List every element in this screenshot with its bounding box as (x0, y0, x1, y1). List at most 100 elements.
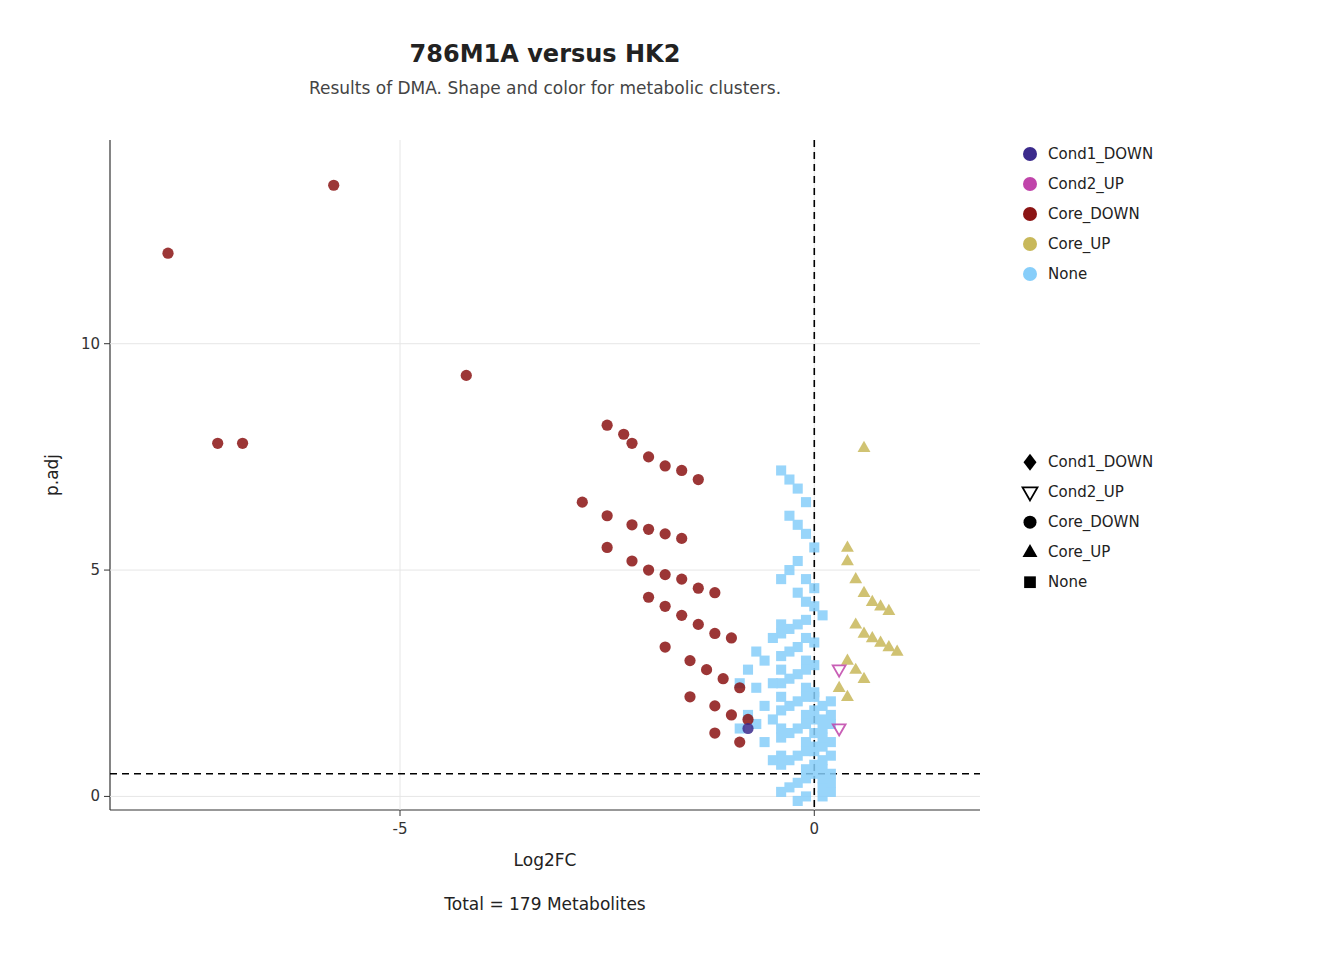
point (726, 709, 737, 720)
point (237, 438, 248, 449)
point (618, 429, 629, 440)
point (676, 610, 687, 621)
point (809, 637, 819, 647)
legend-swatch (1024, 516, 1037, 529)
point (849, 617, 862, 628)
point (793, 588, 803, 598)
point (768, 714, 778, 724)
legend-swatch (1023, 207, 1037, 221)
point (643, 451, 654, 462)
point (660, 528, 671, 539)
point (858, 586, 871, 597)
point (726, 632, 737, 643)
point (760, 701, 770, 711)
y-grid-line (110, 570, 980, 571)
point (643, 592, 654, 603)
point (809, 583, 819, 593)
point (809, 542, 819, 552)
point (793, 796, 803, 806)
point (743, 665, 753, 675)
point (776, 465, 786, 475)
point (841, 554, 854, 565)
legend-swatch (1023, 267, 1037, 281)
point (809, 692, 819, 702)
point (833, 681, 846, 692)
y-grid-line (110, 343, 980, 344)
point (660, 569, 671, 580)
point (660, 601, 671, 612)
y-tick-label: 10 (81, 335, 100, 353)
point (833, 665, 846, 676)
legend-swatch (1023, 487, 1038, 500)
y-axis-label: p.adj (42, 454, 62, 496)
y-tick (104, 796, 110, 797)
series-points (162, 180, 753, 748)
series-points (833, 441, 904, 701)
legend-label: None (1048, 573, 1087, 591)
x-axis-label: Log2FC (514, 850, 577, 870)
legend-swatch (1024, 454, 1037, 471)
point (676, 465, 687, 476)
horizontal-reference-line (110, 773, 980, 775)
point (891, 645, 904, 656)
y-grid-line (110, 796, 980, 797)
point (793, 520, 803, 530)
legend-swatch (1023, 177, 1037, 191)
point (643, 564, 654, 575)
point (643, 524, 654, 535)
point (858, 672, 871, 683)
legend-label: Core_DOWN (1048, 205, 1140, 224)
point (660, 460, 671, 471)
series-points (735, 465, 836, 806)
point (833, 724, 846, 735)
point (734, 736, 745, 747)
point (793, 484, 803, 494)
legend-swatch (1024, 576, 1036, 588)
series-points (742, 723, 753, 734)
point (602, 542, 613, 553)
point (784, 511, 794, 521)
point (742, 723, 753, 734)
point (626, 555, 637, 566)
point (858, 626, 871, 637)
footer-annotation: Total = 179 Metabolites (443, 894, 646, 914)
points (162, 180, 903, 806)
y-axis-line (109, 140, 110, 810)
point (709, 700, 720, 711)
point (776, 733, 786, 743)
point (577, 497, 588, 508)
point (676, 574, 687, 585)
point (776, 787, 786, 797)
point (776, 692, 786, 702)
legend-label: Core_DOWN (1048, 513, 1140, 532)
shape-legend: Cond1_DOWNCond2_UPCore_DOWNCore_UPNone (1023, 453, 1154, 591)
point (866, 631, 879, 642)
point (841, 540, 854, 551)
point (626, 519, 637, 530)
point (776, 705, 786, 715)
point (709, 587, 720, 598)
point (701, 664, 712, 675)
point (826, 710, 836, 720)
x-tick (400, 810, 401, 816)
point (693, 474, 704, 485)
point (751, 647, 761, 657)
point (801, 574, 811, 584)
point (718, 673, 729, 684)
point (328, 180, 339, 191)
point (882, 604, 895, 615)
point (602, 510, 613, 521)
point (776, 574, 786, 584)
y-tick-label: 5 (90, 561, 100, 579)
point (784, 565, 794, 575)
point (693, 619, 704, 630)
point (162, 248, 173, 259)
axes: -500510 (81, 140, 980, 838)
y-tick (104, 343, 110, 344)
legend-label: Cond1_DOWN (1048, 145, 1153, 164)
point (676, 533, 687, 544)
point (776, 665, 786, 675)
legend-swatch (1023, 147, 1037, 161)
point (784, 474, 794, 484)
point (801, 497, 811, 507)
